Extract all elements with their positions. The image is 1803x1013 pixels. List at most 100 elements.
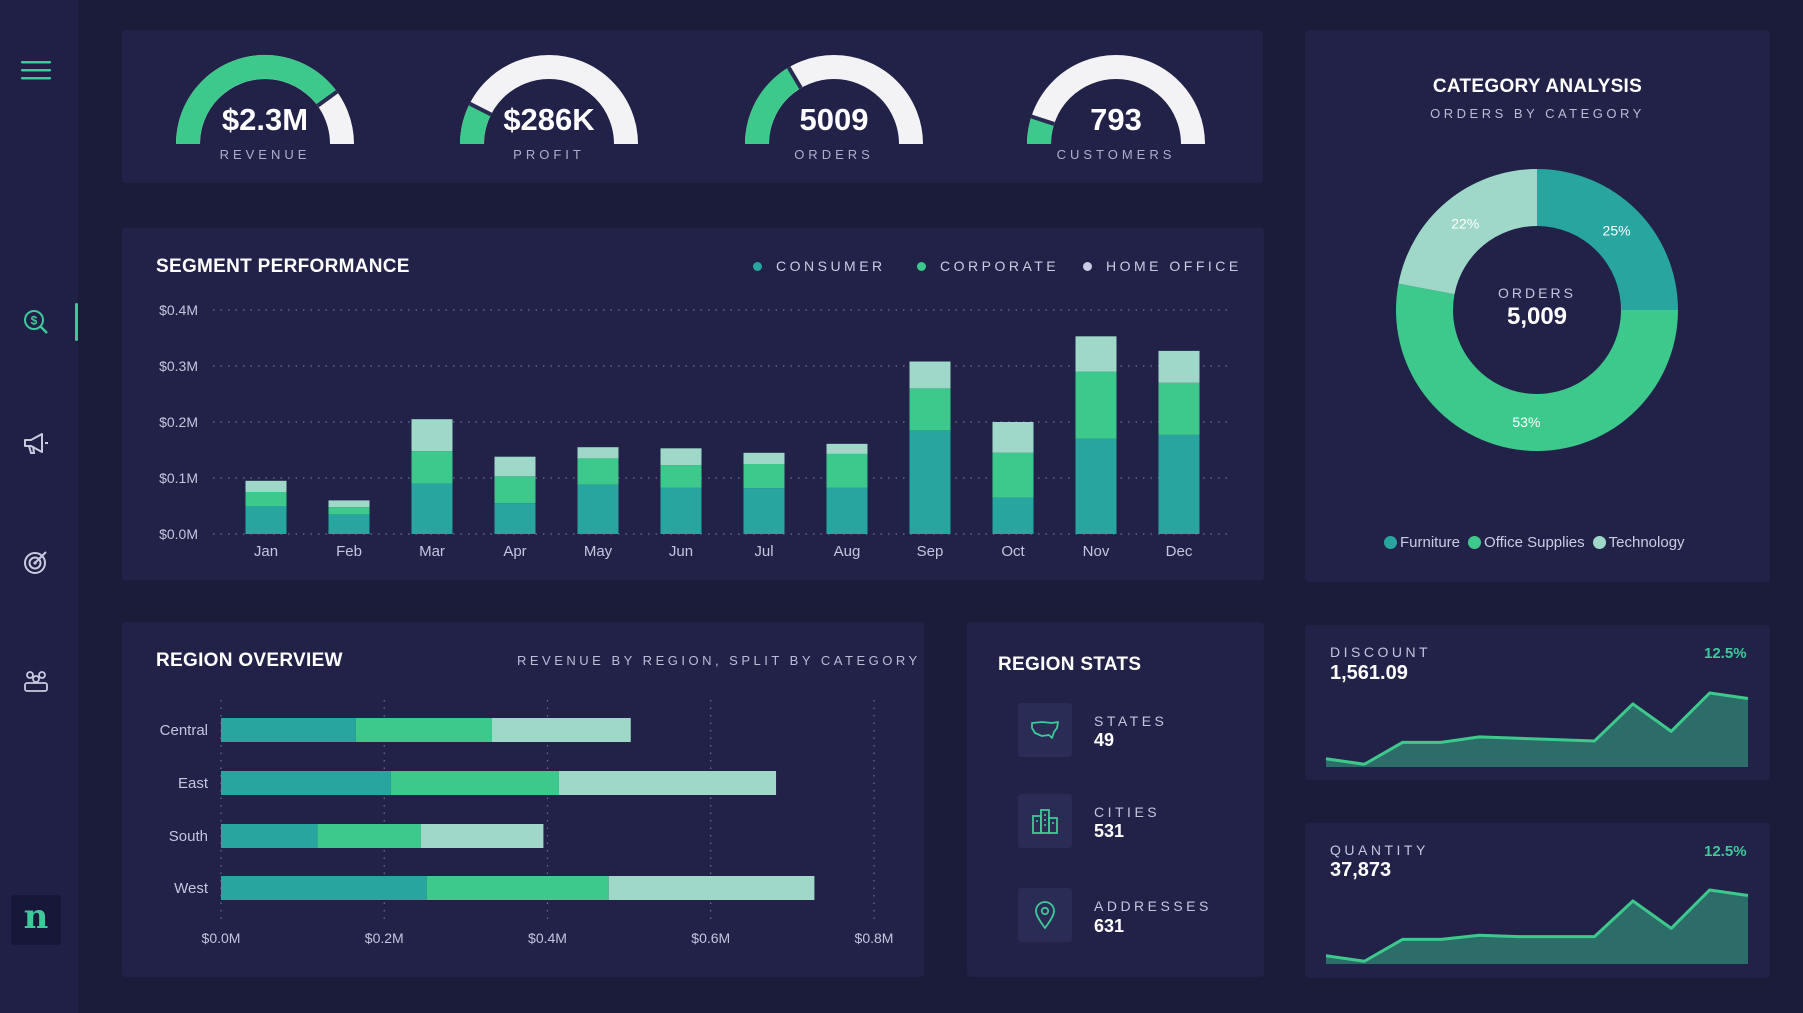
bar-corporate-jun[interactable] bbox=[660, 465, 702, 488]
bar-central-furniture[interactable] bbox=[221, 718, 356, 742]
bar-south-technology[interactable] bbox=[420, 824, 544, 848]
bar-home-office-jun[interactable] bbox=[660, 448, 702, 466]
bar-central-technology[interactable] bbox=[491, 718, 631, 742]
bar-corporate-oct[interactable] bbox=[992, 452, 1034, 498]
category-analysis-title: CATEGORY ANALYSIS bbox=[1432, 76, 1643, 97]
nav-item-revenue[interactable]: $ bbox=[17, 303, 55, 341]
menu-button[interactable] bbox=[17, 51, 55, 89]
bar-west-technology[interactable] bbox=[608, 876, 815, 900]
bar-consumer-oct[interactable] bbox=[992, 497, 1034, 534]
x-tick-label: $0.4M bbox=[528, 930, 567, 946]
bar-corporate-jul[interactable] bbox=[743, 464, 785, 489]
bar-corporate-jan[interactable] bbox=[245, 492, 287, 506]
bar-consumer-jul[interactable] bbox=[743, 488, 785, 534]
sparkline-area bbox=[1326, 693, 1748, 767]
x-tick-label: Feb bbox=[336, 543, 362, 560]
megaphone-icon bbox=[24, 433, 48, 454]
bar-home-office-dec[interactable] bbox=[1158, 350, 1200, 383]
cities-value: 531 bbox=[1094, 821, 1125, 841]
donut-center-value: 5,009 bbox=[1506, 303, 1568, 330]
bar-corporate-feb[interactable] bbox=[328, 507, 370, 515]
kpi-gauge-profit[interactable]: $286K PROFIT bbox=[429, 12, 669, 162]
bar-consumer-jun[interactable] bbox=[660, 487, 702, 534]
bar-east-office-supplies[interactable] bbox=[390, 771, 559, 795]
bar-consumer-apr[interactable] bbox=[494, 503, 536, 534]
bar-corporate-mar[interactable] bbox=[411, 451, 453, 484]
region-overview-title: REGION OVERVIEW bbox=[156, 650, 343, 671]
legend-corporate[interactable]: CORPORATE bbox=[917, 258, 1059, 274]
nav-item-marketing[interactable] bbox=[17, 425, 55, 463]
bar-home-office-may[interactable] bbox=[577, 447, 619, 459]
quantity-change: 12.5% bbox=[1704, 843, 1747, 860]
bar-consumer-may[interactable] bbox=[577, 484, 619, 534]
states-label: STATES bbox=[1094, 713, 1168, 729]
nav-item-customers[interactable] bbox=[17, 662, 55, 700]
cities-icon-box bbox=[1018, 794, 1072, 848]
team-icon bbox=[24, 671, 48, 692]
brand-logo[interactable]: n bbox=[11, 895, 61, 945]
bar-consumer-dec[interactable] bbox=[1158, 434, 1200, 534]
addresses-icon-box bbox=[1018, 888, 1072, 942]
donut-slice-technology[interactable] bbox=[1398, 169, 1537, 295]
y-tick-label: $0.2M bbox=[159, 414, 198, 430]
legend-home-office-label: HOME OFFICE bbox=[1106, 258, 1242, 274]
donut-value-label: 22% bbox=[1451, 215, 1479, 231]
legend-consumer[interactable]: CONSUMER bbox=[753, 258, 886, 274]
legend-corporate-label: CORPORATE bbox=[940, 258, 1060, 274]
discount-value: 1,561.09 bbox=[1330, 662, 1408, 684]
bar-corporate-dec[interactable] bbox=[1158, 382, 1200, 435]
nav-item-targets[interactable] bbox=[17, 543, 55, 581]
donut-slice-office-supplies[interactable] bbox=[1396, 283, 1678, 451]
bar-central-office-supplies[interactable] bbox=[355, 718, 492, 742]
category-analysis-card bbox=[1305, 30, 1770, 582]
bar-consumer-sep[interactable] bbox=[909, 430, 951, 534]
bar-corporate-nov[interactable] bbox=[1075, 371, 1117, 439]
bar-home-office-apr[interactable] bbox=[494, 456, 536, 477]
bar-home-office-mar[interactable] bbox=[411, 419, 453, 452]
bar-home-office-jan[interactable] bbox=[245, 480, 287, 492]
legend-home-office[interactable]: HOME OFFICE bbox=[1083, 258, 1242, 274]
region-stats-title: REGION STATS bbox=[998, 654, 1142, 675]
bar-consumer-nov[interactable] bbox=[1075, 438, 1117, 534]
bar-home-office-sep[interactable] bbox=[909, 361, 951, 389]
bar-west-office-supplies[interactable] bbox=[426, 876, 609, 900]
kpi-label: CUSTOMERS bbox=[1056, 147, 1176, 162]
kpi-gauge-orders[interactable]: 5009 ORDERS bbox=[714, 12, 954, 162]
x-tick-label: Oct bbox=[1001, 543, 1025, 560]
y-category-label: South bbox=[169, 828, 208, 845]
bar-corporate-apr[interactable] bbox=[494, 476, 536, 504]
bar-corporate-sep[interactable] bbox=[909, 388, 951, 431]
legend-office-supplies-label: Office Supplies bbox=[1484, 534, 1585, 551]
bar-consumer-feb[interactable] bbox=[328, 514, 370, 534]
bar-west-furniture[interactable] bbox=[221, 876, 427, 900]
legend-home-office-dot bbox=[1083, 261, 1092, 271]
bar-corporate-may[interactable] bbox=[577, 458, 619, 485]
legend-office-supplies[interactable]: Office Supplies bbox=[1468, 534, 1585, 551]
bar-home-office-nov[interactable] bbox=[1075, 336, 1117, 372]
bar-south-office-supplies[interactable] bbox=[317, 824, 421, 848]
bar-home-office-jul[interactable] bbox=[743, 452, 785, 464]
quantity-sparkline bbox=[1325, 888, 1749, 964]
legend-technology[interactable]: Technology bbox=[1592, 534, 1685, 551]
legend-furniture[interactable]: Furniture bbox=[1384, 534, 1460, 551]
x-tick-label: Nov bbox=[1083, 543, 1110, 560]
legend-consumer-dot bbox=[753, 261, 762, 271]
bar-corporate-aug[interactable] bbox=[826, 453, 868, 488]
bar-home-office-oct[interactable] bbox=[992, 422, 1034, 453]
kpi-gauge-segment bbox=[745, 67, 802, 145]
bar-home-office-feb[interactable] bbox=[328, 500, 370, 508]
donut-slice-furniture[interactable] bbox=[1537, 169, 1678, 310]
bar-south-furniture[interactable] bbox=[221, 824, 318, 848]
region-overview-subtitle: REVENUE BY REGION, SPLIT BY CATEGORY bbox=[517, 653, 921, 668]
bar-home-office-aug[interactable] bbox=[826, 443, 868, 454]
bar-east-furniture[interactable] bbox=[221, 771, 391, 795]
bar-consumer-aug[interactable] bbox=[826, 487, 868, 534]
bar-consumer-jan[interactable] bbox=[245, 506, 287, 534]
kpi-gauge-customers[interactable]: 793 CUSTOMERS bbox=[996, 12, 1236, 162]
y-category-label: West bbox=[174, 880, 209, 897]
bar-consumer-mar[interactable] bbox=[411, 483, 453, 534]
bar-east-technology[interactable] bbox=[558, 771, 777, 795]
kpi-gauge-revenue[interactable]: $2.3M REVENUE bbox=[145, 12, 385, 162]
discount-sparkline bbox=[1325, 691, 1749, 767]
